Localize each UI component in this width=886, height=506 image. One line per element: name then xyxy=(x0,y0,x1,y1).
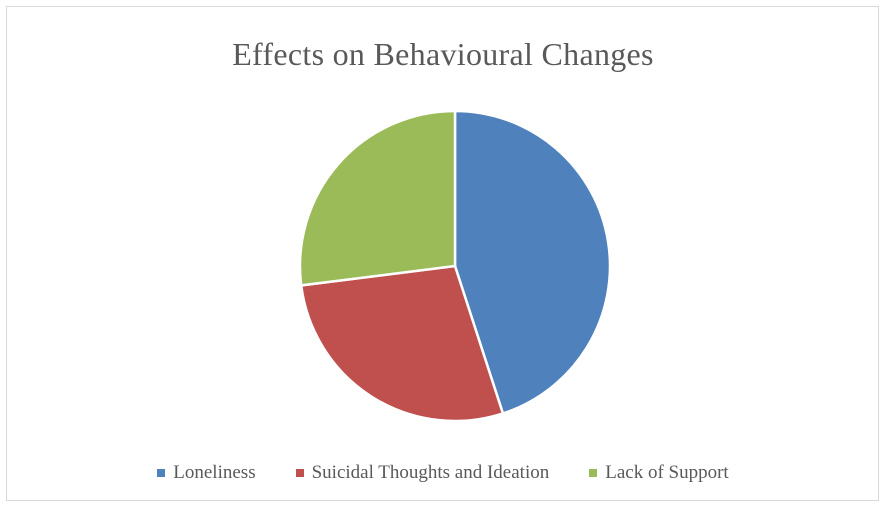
chart-title: Effects on Behavioural Changes xyxy=(232,36,654,72)
legend-swatch-loneliness xyxy=(157,469,166,477)
pie-slice-suicidal-thoughts xyxy=(299,264,505,423)
legend-label-suicidal-thoughts: Suicidal Thoughts and Ideation xyxy=(311,462,550,483)
legend-item-suicidal-thoughts: Suicidal Thoughts and Ideation xyxy=(295,462,550,484)
legend-swatch-suicidal-thoughts xyxy=(295,469,304,477)
legend-item-lack-of-support: Lack of Support xyxy=(589,462,729,484)
legend-label-loneliness: Loneliness xyxy=(173,462,256,483)
legend-swatch-lack-of-support xyxy=(589,469,598,477)
pie-slice-lack-of-support xyxy=(298,109,457,287)
pie-slice-loneliness xyxy=(453,109,612,415)
legend-label-lack-of-support: Lack of Support xyxy=(605,462,729,483)
legend-item-loneliness: Loneliness xyxy=(157,462,256,484)
chart-legend: Loneliness Suicidal Thoughts and Ideatio… xyxy=(0,462,886,484)
